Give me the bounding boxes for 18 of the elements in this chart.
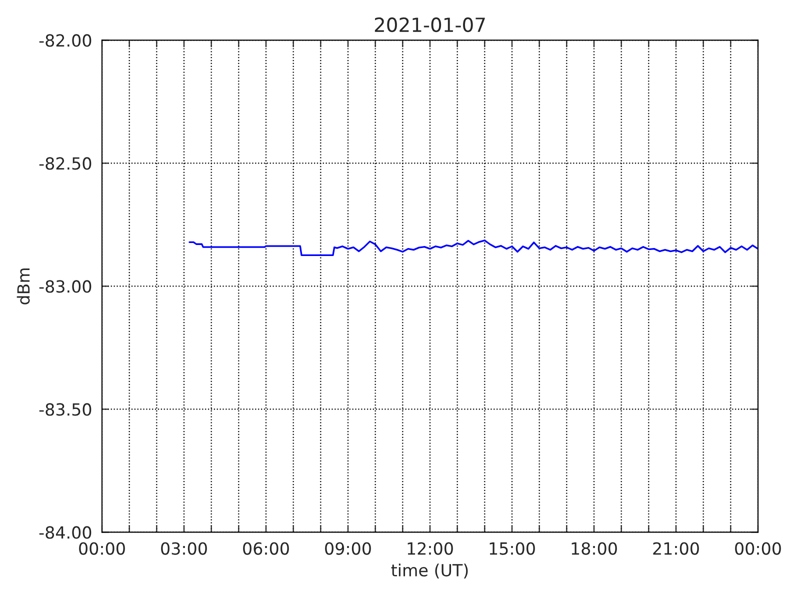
x-tick-label: 00:00 [735, 542, 781, 555]
y-tick-label: -83.00 [39, 280, 92, 293]
chart-title: 2021-01-07 [374, 17, 485, 32]
y-tick-label: -82.00 [39, 34, 92, 47]
x-tick-label: 21:00 [653, 542, 699, 555]
x-tick-label: 15:00 [490, 542, 535, 555]
y-tick-label: -82.50 [39, 157, 92, 170]
x-tick-label: 06:00 [243, 542, 289, 555]
x-tick-label: 09:00 [325, 542, 371, 555]
y-tick-label: -84.00 [39, 526, 92, 539]
y-axis-title: dBm [16, 268, 30, 304]
y-tick-label: -83.50 [39, 403, 92, 416]
x-tick-label: 00:00 [79, 542, 125, 555]
x-tick-label: 18:00 [572, 542, 617, 555]
x-axis-title: time (UT) [391, 564, 468, 578]
line-series [188, 240, 758, 256]
x-tick-label: 03:00 [161, 542, 207, 555]
x-tick-label: 12:00 [408, 542, 453, 555]
